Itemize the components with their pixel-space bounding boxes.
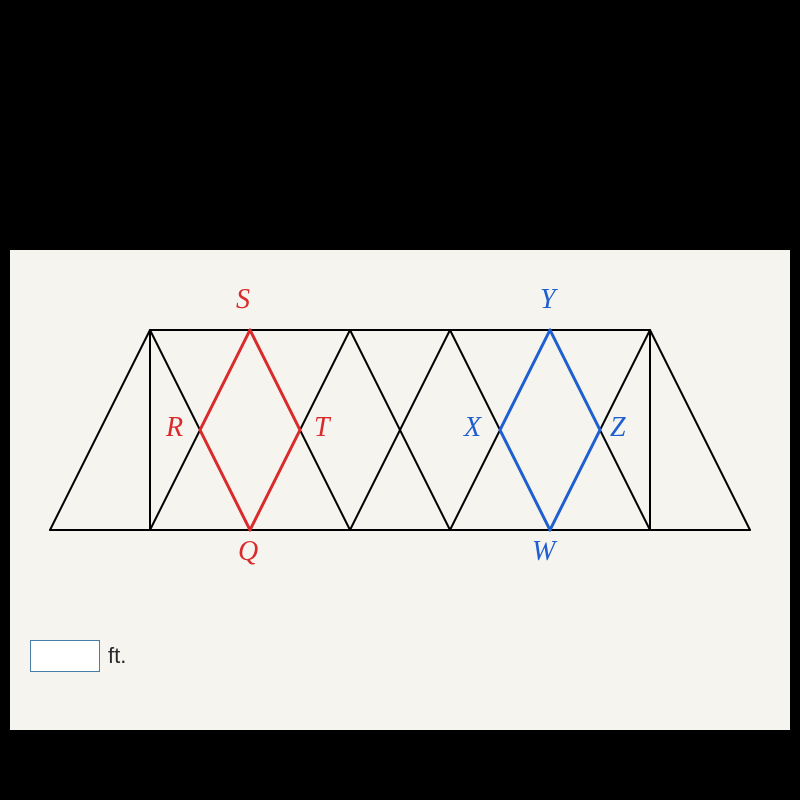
vertex-label-S: S (236, 284, 250, 316)
vertex-label-Q: Q (238, 536, 258, 568)
worksheet-page: S Y R T X Z Q W ft. (10, 250, 790, 730)
vertex-label-R: R (166, 412, 183, 444)
vertex-label-T: T (314, 412, 330, 444)
answer-unit: ft. (108, 643, 126, 669)
truss-diagram: S Y R T X Z Q W (30, 270, 770, 610)
answer-row: ft. (30, 640, 770, 672)
vertex-label-X: X (464, 412, 481, 444)
vertex-label-Y: Y (540, 284, 556, 316)
vertex-label-Z: Z (610, 412, 626, 444)
vertex-label-W: W (532, 536, 555, 568)
truss-svg (30, 270, 770, 570)
answer-input[interactable] (30, 640, 100, 672)
